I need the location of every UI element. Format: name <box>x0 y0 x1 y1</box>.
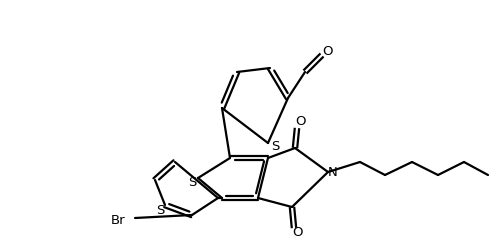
Text: Br: Br <box>110 213 125 226</box>
Text: O: O <box>296 116 306 128</box>
Text: S: S <box>156 204 164 217</box>
Text: S: S <box>271 141 279 153</box>
Text: O: O <box>293 226 303 239</box>
Text: S: S <box>188 177 196 189</box>
Text: N: N <box>328 165 338 179</box>
Text: O: O <box>323 45 333 59</box>
